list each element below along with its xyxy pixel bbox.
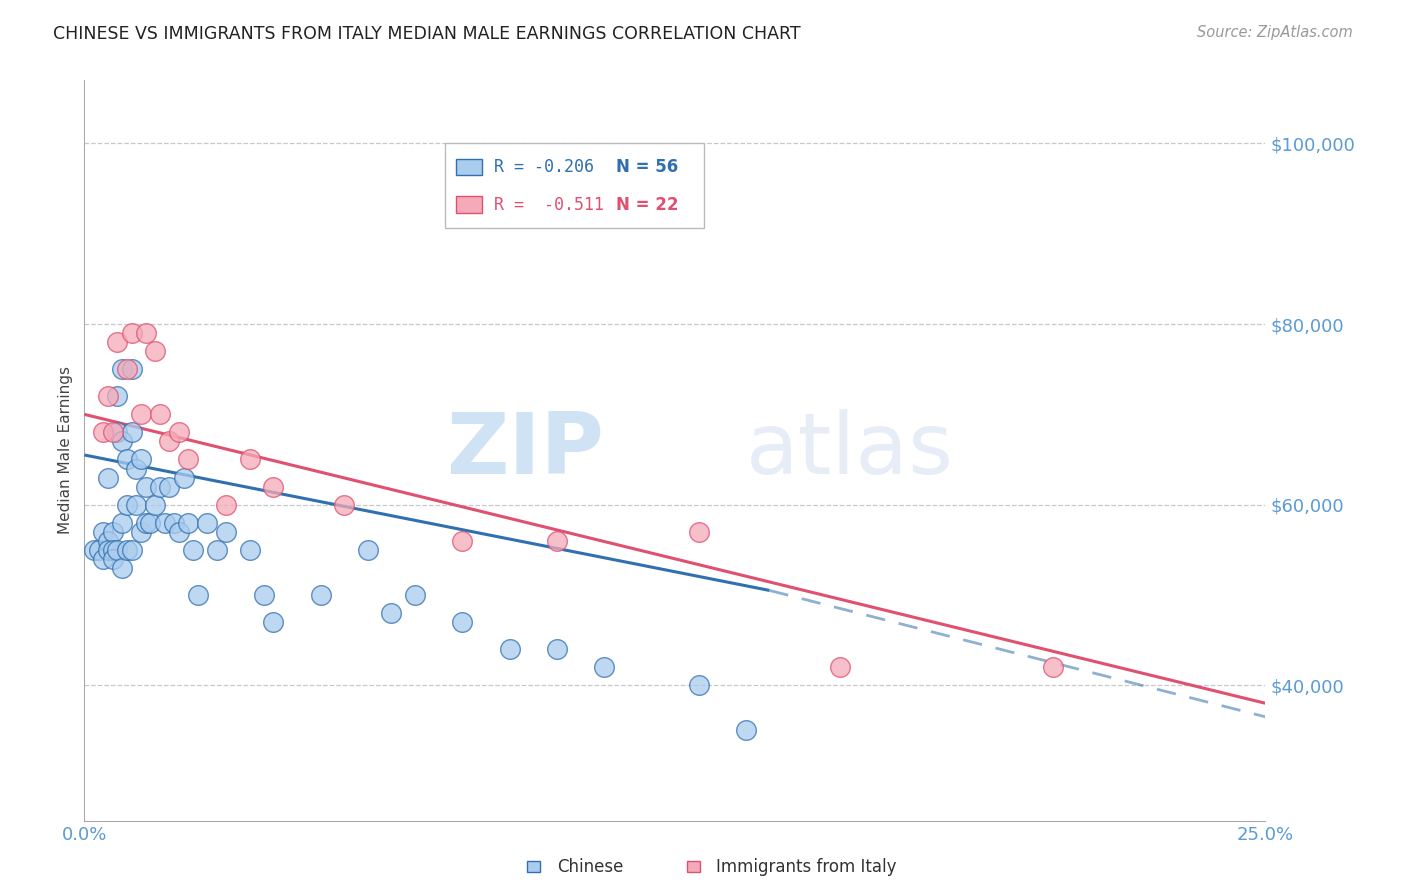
Point [97, 542, 120, 557]
Point [239, 542, 262, 557]
Point [187, 588, 209, 602]
Point [404, 588, 426, 602]
Point [121, 326, 143, 340]
Point [830, 660, 852, 674]
Point [125, 461, 148, 475]
Point [546, 533, 568, 548]
FancyBboxPatch shape [457, 196, 482, 212]
Point [101, 524, 124, 539]
Point [107, 542, 129, 557]
Text: N = 56: N = 56 [616, 158, 678, 176]
Point [593, 660, 616, 674]
Point [262, 615, 284, 629]
Point [215, 498, 238, 512]
Point [167, 524, 190, 539]
Point [157, 479, 180, 493]
Point [97, 470, 120, 484]
Point [143, 344, 166, 359]
Point [121, 542, 143, 557]
Point [115, 452, 138, 467]
Point [239, 452, 262, 467]
Y-axis label: Median Male Earnings: Median Male Earnings [58, 367, 73, 534]
Point [107, 335, 129, 350]
Text: R = -0.206: R = -0.206 [494, 158, 595, 176]
Point [253, 588, 276, 602]
Point [121, 362, 143, 376]
Point [309, 588, 332, 602]
Text: Chinese: Chinese [557, 857, 623, 876]
Point [111, 434, 134, 449]
Point [125, 498, 148, 512]
Point [101, 542, 124, 557]
Text: R =  -0.511: R = -0.511 [494, 195, 605, 213]
Point [111, 362, 134, 376]
Point [121, 425, 143, 440]
Point [135, 516, 157, 530]
Point [1042, 660, 1064, 674]
Point [380, 606, 402, 620]
Point [215, 524, 238, 539]
Point [357, 542, 380, 557]
Point [734, 723, 756, 738]
Point [163, 516, 186, 530]
Point [101, 425, 124, 440]
Point [101, 551, 124, 566]
Point [107, 425, 129, 440]
Point [688, 524, 710, 539]
Point [107, 389, 129, 403]
Point [97, 389, 120, 403]
Point [135, 326, 157, 340]
Point [173, 470, 195, 484]
FancyBboxPatch shape [686, 861, 700, 872]
Point [451, 615, 474, 629]
FancyBboxPatch shape [457, 159, 482, 175]
Point [91, 551, 114, 566]
Point [153, 516, 176, 530]
Point [91, 524, 114, 539]
Point [157, 434, 180, 449]
Point [177, 452, 200, 467]
Point [139, 516, 162, 530]
Point [177, 516, 200, 530]
Point [205, 542, 228, 557]
FancyBboxPatch shape [527, 861, 540, 872]
FancyBboxPatch shape [444, 144, 704, 228]
Text: CHINESE VS IMMIGRANTS FROM ITALY MEDIAN MALE EARNINGS CORRELATION CHART: CHINESE VS IMMIGRANTS FROM ITALY MEDIAN … [53, 25, 801, 43]
Point [333, 498, 356, 512]
Point [143, 498, 166, 512]
Point [97, 533, 120, 548]
Text: Immigrants from Italy: Immigrants from Italy [716, 857, 897, 876]
Point [546, 642, 568, 657]
Text: ZIP: ZIP [446, 409, 605, 492]
Point [195, 516, 218, 530]
Point [129, 408, 152, 422]
Point [498, 642, 520, 657]
Point [149, 408, 172, 422]
Text: Source: ZipAtlas.com: Source: ZipAtlas.com [1197, 25, 1353, 40]
Point [451, 533, 474, 548]
Point [129, 524, 152, 539]
Point [91, 425, 114, 440]
Point [115, 542, 138, 557]
Point [115, 362, 138, 376]
Point [262, 479, 284, 493]
Point [115, 498, 138, 512]
Text: N = 22: N = 22 [616, 195, 678, 213]
Point [111, 516, 134, 530]
Point [149, 479, 172, 493]
Point [111, 561, 134, 575]
Point [135, 479, 157, 493]
Point [181, 542, 204, 557]
Point [129, 452, 152, 467]
Point [87, 542, 110, 557]
Point [167, 425, 190, 440]
Point [83, 542, 105, 557]
Point [688, 678, 710, 692]
Text: atlas: atlas [745, 409, 953, 492]
